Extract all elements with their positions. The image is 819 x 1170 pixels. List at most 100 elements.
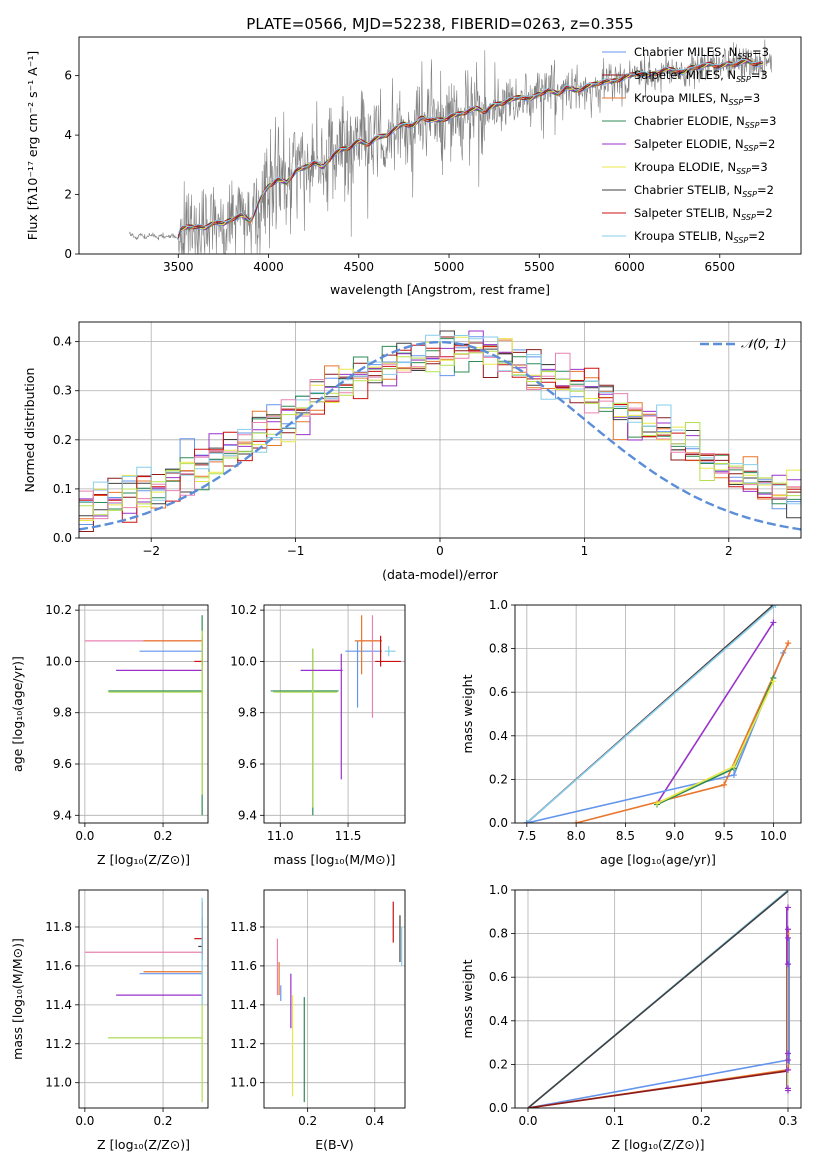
y-tick-label: 0	[64, 247, 72, 261]
data-point	[358, 615, 382, 718]
marker	[573, 820, 580, 823]
x-axis-label: (data-model)/error	[382, 567, 499, 582]
y-tick-label: 10.0	[45, 654, 72, 668]
x-tick-label: 0.0	[75, 829, 94, 843]
y-tick-label: 0.2	[489, 1057, 508, 1071]
y-axis-label: age [log₁₀(age/yr)]	[10, 656, 25, 772]
mass_vs_Z-plot-area	[79, 890, 208, 1108]
axes-frame	[514, 604, 802, 824]
x-tick-label: 11.0	[267, 829, 294, 843]
x-tick-label: 0.2	[153, 829, 172, 843]
marker	[785, 926, 791, 933]
x-tick-label: 6000	[614, 260, 645, 274]
x-tick-label: 9.0	[665, 829, 684, 843]
massweight-line	[527, 890, 789, 1108]
y-tick-label: 11.8	[230, 920, 257, 934]
marker	[785, 1050, 791, 1057]
x-axis-label: Z [log₁₀(Z/Z⊙)]	[97, 852, 190, 867]
x-tick-label: 0.4	[365, 1114, 384, 1128]
marker	[785, 934, 791, 941]
data-point	[345, 640, 382, 708]
spectrum-data-line	[129, 39, 772, 254]
x-tick-label: 7.5	[517, 829, 536, 843]
axes-frame	[78, 604, 209, 824]
y-tick-label: 11.0	[230, 1076, 257, 1090]
mass_vs_ebv-plot-area	[264, 890, 405, 1108]
residual-histogram	[79, 351, 801, 520]
age_vs_Z-plot-area	[79, 605, 208, 823]
marker	[730, 763, 737, 770]
y-tick-label: 2	[64, 188, 72, 202]
massweight-line	[575, 642, 789, 823]
x-axis-label: E(B-V)	[315, 1137, 354, 1152]
y-tick-label: 9.4	[238, 808, 257, 822]
y-tick-label: 9.6	[238, 757, 257, 771]
legend-label: Kroupa ELODIE, NSSP=3	[634, 160, 768, 176]
y-tick-label: 0.4	[489, 1014, 508, 1028]
x-axis-label: Z [log₁₀(Z/Z⊙)]	[97, 1137, 190, 1152]
legend-label: Salpeter STELIB, NSSP=2	[634, 206, 773, 222]
x-tick-label: 1	[581, 544, 589, 558]
x-tick-label: 0.2	[298, 1114, 317, 1128]
age-vs-mass-chart: 11.0 11.5 9.4 9.6 9.8 10.0 10.2 mass [log₁₀(M/M…	[230, 603, 406, 867]
data-point	[270, 648, 339, 816]
y-tick-label: 0.6	[489, 685, 508, 699]
marker	[785, 1087, 791, 1094]
axes-frame	[78, 889, 209, 1109]
x-tick-label: 0.2	[153, 1114, 172, 1128]
massweight-vs-metallicity-chart: 0.0 0.1 0.2 0.3 0.0 0.2 0.4 0.6 0.8 1.0 Z [log₁₀(Z…	[460, 883, 802, 1152]
residual-histogram	[79, 344, 801, 523]
y-tick-label: 10.2	[230, 603, 257, 617]
legend-label: Salpeter ELODIE, NSSP=2	[634, 137, 775, 153]
spectrum-plot-area	[129, 39, 772, 254]
spectrum-chart: 3500 4000 4500 5000 5500 6000 6500 0 2 4 6 waveleng…	[25, 36, 802, 297]
y-tick-label: 0.0	[489, 816, 508, 830]
y-tick-label: 9.4	[53, 808, 72, 822]
x-axis-label: Z [log₁₀(Z/Z⊙)]	[612, 1137, 705, 1152]
legend-label: Chabrier MILES, NSSP=3	[634, 45, 769, 61]
y-tick-label: 0.6	[489, 970, 508, 984]
x-tick-label: 0	[436, 544, 444, 558]
y-tick-label: 6	[64, 69, 72, 83]
x-tick-label: −1	[287, 544, 305, 558]
y-tick-label: 0.8	[489, 642, 508, 656]
massweight-vs-age-chart: 7.5 8.0 8.5 9.0 9.5 10.0 0.0 0.2 0.4 0.6 0.8 1.0 age…	[460, 598, 802, 867]
legend-label: Kroupa MILES, NSSP=3	[634, 91, 760, 107]
spectrum-model-line	[177, 58, 764, 237]
y-axis-label: mass [log₁₀(M/M⊙)]	[10, 938, 25, 1060]
y-tick-label: 0.4	[489, 729, 508, 743]
y-tick-label: 0.8	[489, 927, 508, 941]
x-tick-label: 3500	[163, 260, 194, 274]
x-tick-label: 11.5	[335, 829, 362, 843]
y-tick-label: 0.2	[53, 433, 72, 447]
marker	[785, 961, 791, 968]
marker	[785, 1066, 791, 1073]
x-tick-label: 4500	[344, 260, 375, 274]
marker	[730, 772, 737, 779]
data-point	[273, 648, 338, 808]
x-tick-label: 10.0	[760, 829, 787, 843]
y-axis-label: mass weight	[460, 959, 475, 1038]
x-tick-label: 4000	[253, 260, 284, 274]
axes-frame	[263, 889, 406, 1109]
marker	[770, 619, 777, 626]
residuals-chart: −2 −1 0 1 2 0.0 0.1 0.2 0.3 0.4 (data-model)/error…	[22, 321, 802, 582]
data-point	[354, 615, 382, 675]
y-tick-label: 0.2	[489, 772, 508, 786]
massweight-line	[527, 1059, 789, 1108]
y-tick-label: 0.4	[53, 335, 72, 349]
y-tick-label: 10.0	[230, 654, 257, 668]
y-tick-label: 0.1	[53, 482, 72, 496]
x-tick-label: −2	[142, 544, 160, 558]
y-tick-label: 11.2	[230, 1037, 257, 1051]
x-tick-label: 8.5	[616, 829, 635, 843]
axes-frame	[78, 321, 802, 539]
marker	[721, 781, 728, 788]
legend-label: Chabrier ELODIE, NSSP=3	[634, 114, 776, 130]
marker	[654, 800, 661, 807]
massweight-line	[526, 605, 776, 823]
x-tick-label: 9.5	[715, 829, 734, 843]
y-tick-label: 4	[64, 128, 72, 142]
y-axis-label: Flux [fλ10⁻¹⁷ erg cm⁻² s⁻¹ A⁻¹]	[25, 51, 40, 240]
